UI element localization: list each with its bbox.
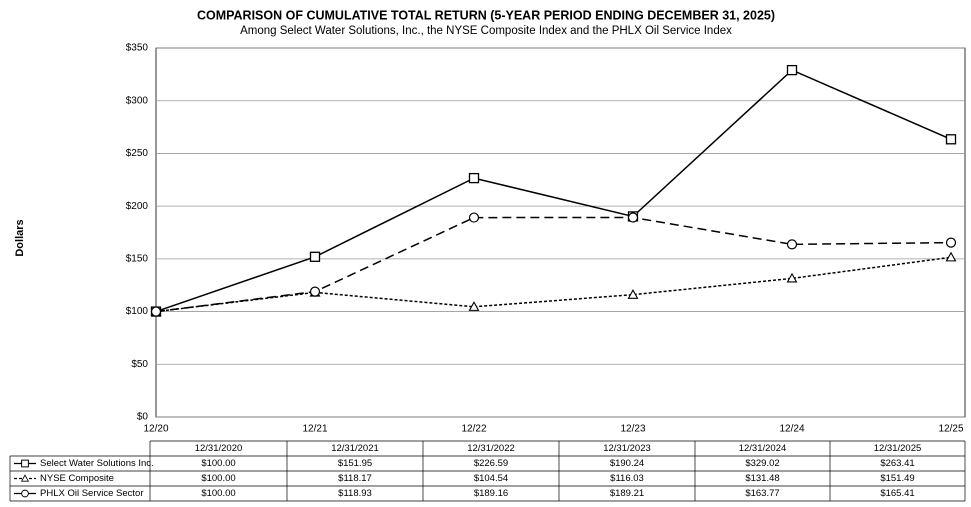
data-point bbox=[627, 289, 639, 299]
legend-marker bbox=[21, 459, 29, 468]
x-tick-label: 12/23 bbox=[620, 424, 645, 435]
data-point bbox=[468, 301, 480, 311]
series-line bbox=[155, 69, 952, 313]
chart-subtitle: Among Select Water Solutions, Inc., the … bbox=[240, 25, 732, 37]
data-point bbox=[468, 172, 480, 184]
data-point bbox=[786, 239, 798, 250]
x-tick-label: 12/24 bbox=[779, 424, 804, 435]
table-cell: $100.00 bbox=[201, 473, 235, 484]
y-tick-label: $200 bbox=[126, 201, 149, 212]
data-point bbox=[945, 237, 957, 248]
table-cell: $163.77 bbox=[745, 488, 779, 499]
x-tick-label: 12/21 bbox=[302, 424, 327, 435]
table-cell: $190.24 bbox=[610, 458, 644, 469]
table-cell: $131.48 bbox=[745, 473, 779, 484]
table-cell: $226.59 bbox=[474, 458, 508, 469]
data-point bbox=[309, 286, 321, 297]
table-cell: $116.03 bbox=[610, 473, 644, 484]
table-header: 12/31/2023 bbox=[603, 443, 651, 454]
plot-frame bbox=[155, 47, 966, 418]
x-tick-label: 12/22 bbox=[461, 424, 486, 435]
table-cell: $329.02 bbox=[745, 458, 779, 469]
table-cell: $104.54 bbox=[474, 473, 508, 484]
data-point bbox=[786, 272, 798, 283]
legend-marker bbox=[21, 489, 29, 498]
legend-label: PHLX Oil Service Sector bbox=[40, 488, 143, 499]
table-cell: $100.00 bbox=[201, 488, 235, 499]
table-cell: $118.17 bbox=[338, 473, 372, 484]
table-cell: $263.41 bbox=[880, 458, 914, 469]
table-cell: $189.21 bbox=[610, 488, 644, 499]
data-point bbox=[150, 306, 162, 317]
data-point bbox=[945, 251, 957, 262]
legend-label: NYSE Composite bbox=[40, 473, 114, 484]
chart-title: COMPARISON OF CUMULATIVE TOTAL RETURN (5… bbox=[197, 8, 775, 22]
table-cell: $189.16 bbox=[474, 488, 508, 499]
series-line bbox=[155, 256, 952, 313]
table-cell: $100.00 bbox=[201, 458, 235, 469]
legend-marker bbox=[20, 474, 30, 482]
data-point bbox=[468, 212, 480, 223]
y-tick-label: $300 bbox=[126, 95, 149, 106]
y-tick-label: $0 bbox=[137, 412, 149, 423]
table-header: 12/31/2020 bbox=[195, 443, 243, 454]
y-axis-label: Dollars bbox=[14, 219, 26, 256]
legend-label: Select Water Solutions Inc. bbox=[40, 458, 154, 469]
table-cell: $151.49 bbox=[880, 473, 914, 484]
y-tick-label: $350 bbox=[126, 43, 149, 54]
series-line bbox=[155, 216, 952, 313]
y-tick-label: $150 bbox=[126, 253, 149, 264]
data-point bbox=[786, 64, 798, 76]
data-point bbox=[309, 251, 321, 262]
table-cell: $165.41 bbox=[880, 488, 914, 499]
y-tick-label: $50 bbox=[131, 359, 148, 370]
table-header: 12/31/2022 bbox=[467, 443, 515, 454]
y-tick-label: $250 bbox=[126, 148, 149, 159]
table-header: 12/31/2024 bbox=[739, 443, 787, 454]
data-point bbox=[945, 134, 957, 145]
table-header: 12/31/2021 bbox=[331, 443, 379, 454]
x-tick-label: 12/20 bbox=[143, 424, 168, 435]
x-tick-label: 12/25 bbox=[938, 424, 963, 435]
table-cell: $118.93 bbox=[338, 488, 372, 499]
table-header: 12/31/2025 bbox=[874, 443, 922, 454]
y-tick-label: $100 bbox=[126, 306, 149, 317]
data-point bbox=[627, 212, 639, 223]
table-cell: $151.95 bbox=[338, 458, 372, 469]
